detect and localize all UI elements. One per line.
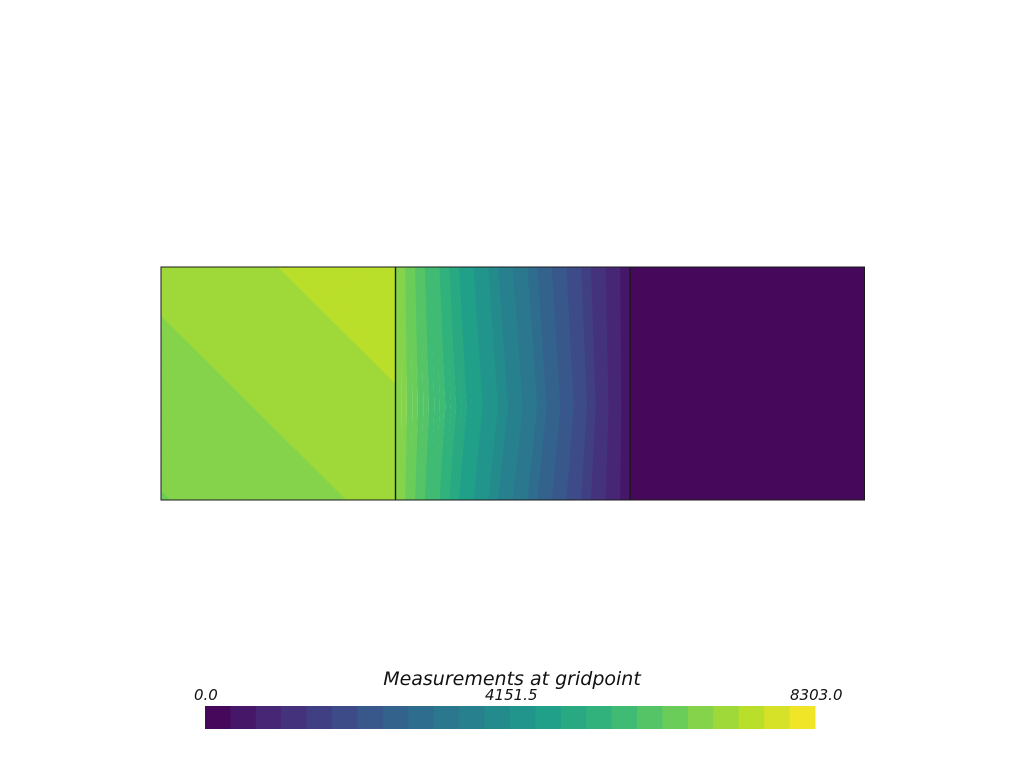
scalar-bar-tick-max: 8303.0 (790, 686, 843, 704)
scalar-bar-swatch (332, 706, 358, 729)
scalar-bar-swatch (560, 706, 587, 729)
scalar-bar-swatch (510, 706, 536, 729)
scalar-bar (205, 706, 816, 729)
mesh-band-block-1 (258, 267, 396, 404)
mesh-band-block-2 (405, 267, 413, 500)
scalar-bar-swatch (357, 706, 384, 729)
mesh-band-block-1 (219, 267, 396, 443)
mesh-band-block-2 (429, 267, 440, 500)
scalar-bar-swatch (586, 706, 613, 729)
scalar-bar-swatch (230, 706, 257, 729)
scalar-bar-swatch (535, 706, 562, 729)
scalar-bar-swatch (662, 706, 689, 729)
mesh-band-block-2 (444, 267, 457, 500)
scalar-bar-swatch (306, 706, 333, 729)
mesh-group (160, 266, 865, 501)
mesh-band-block-1 (287, 267, 396, 375)
mesh-band-block-1 (228, 267, 396, 433)
mesh-band-block-1 (268, 267, 396, 394)
mesh-block-1 (161, 267, 396, 500)
mesh-band-block-2 (625, 267, 630, 500)
scalar-bar-swatch (713, 706, 740, 729)
mesh-band-block-2 (620, 267, 627, 500)
mesh-band-block-1 (170, 267, 396, 491)
scalar-bar-swatch (687, 706, 714, 729)
mesh-band-block-1 (161, 489, 172, 500)
mesh-band-block-1 (199, 267, 396, 462)
scalar-bar-swatch (764, 706, 791, 729)
mesh-band-block-2 (459, 267, 473, 500)
scalar-bar-swatch (382, 706, 409, 729)
scalar-bar-swatch (637, 706, 663, 729)
mesh-band-block-1 (161, 480, 181, 500)
mesh-block-2 (395, 267, 630, 500)
mesh-band-block-1 (297, 267, 396, 365)
scalar-bar-swatch (459, 706, 486, 729)
mesh-cell-block-3 (630, 267, 865, 500)
mesh-band-block-1 (316, 267, 396, 346)
mesh-band-block-2 (424, 267, 435, 500)
mesh-band-block-1 (375, 267, 396, 287)
mesh-band-block-2 (449, 267, 462, 500)
mesh-band-block-2 (454, 267, 467, 500)
scalar-bar-swatch (789, 706, 816, 729)
mesh-band-block-1 (326, 267, 396, 336)
mesh-band-block-1 (248, 267, 396, 414)
mesh-band-block-1 (161, 267, 396, 500)
scalar-bar-swatch (738, 706, 765, 729)
scalar-bar-tick-mid: 4151.5 (485, 686, 538, 704)
mesh-band-block-1 (189, 267, 396, 472)
mesh-band-block-2 (439, 267, 451, 500)
mesh-band-block-2 (395, 267, 402, 500)
scalar-bar-swatch (433, 706, 460, 729)
mesh-band-block-1 (355, 267, 396, 307)
scalar-bar-swatch (281, 706, 308, 729)
mesh-band-block-1 (385, 267, 396, 278)
mesh-band-block-1 (307, 267, 396, 355)
scalar-bar-swatch (484, 706, 511, 729)
scalar-bar-swatch (255, 706, 282, 729)
mesh-band-block-2 (415, 267, 424, 500)
mesh-outline (160, 266, 865, 501)
mesh-band-block-1 (336, 267, 396, 326)
scalar-bar-swatch (408, 706, 435, 729)
scalar-bar-tick-min: 0.0 (194, 686, 218, 704)
mesh-band-block-2 (400, 267, 407, 500)
mesh-band-block-2 (410, 267, 418, 500)
mesh-band-block-1 (277, 267, 396, 384)
scalar-bar-swatch (205, 706, 231, 729)
mesh-band-block-2 (434, 267, 446, 500)
mesh-band-block-1 (180, 267, 396, 482)
mesh-band-block-1 (365, 267, 396, 297)
scalar-bar-title: Measurements at gridpoint (383, 668, 641, 690)
scalar-bar-swatch (611, 706, 638, 729)
mesh-band-block-1 (209, 267, 396, 452)
mesh-band-block-1 (346, 267, 396, 316)
